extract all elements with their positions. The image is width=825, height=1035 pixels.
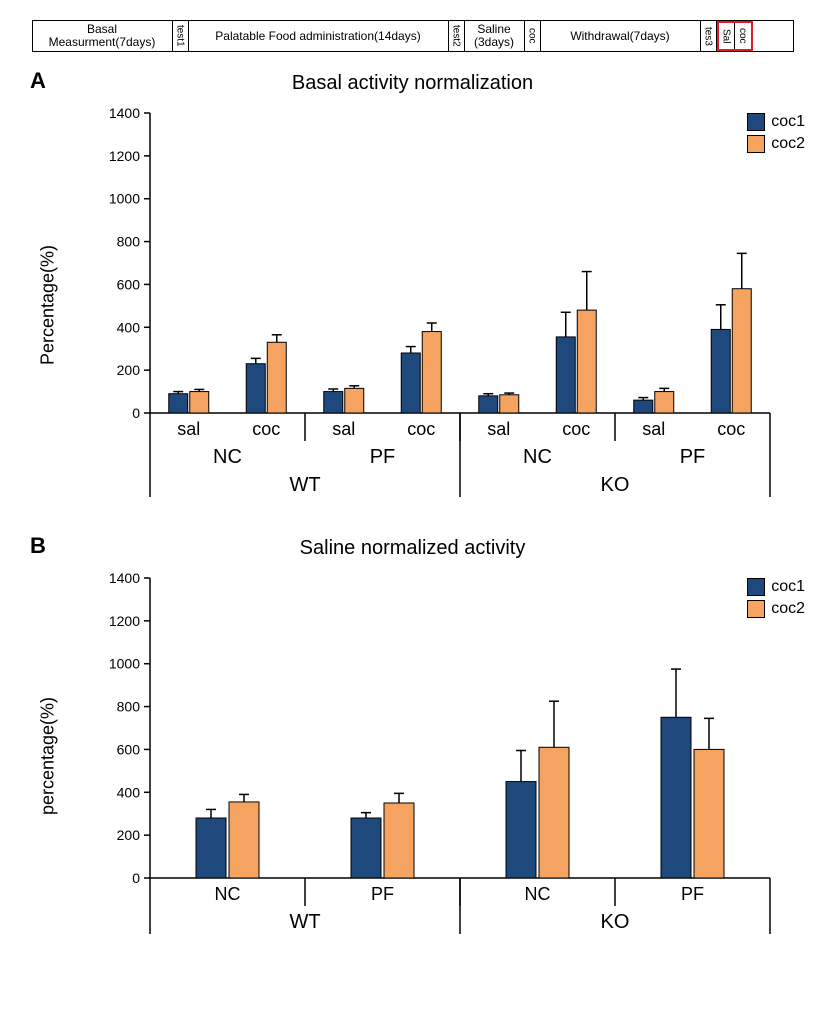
svg-text:KO: KO: [601, 911, 630, 933]
svg-text:coc: coc: [407, 419, 435, 439]
timeline-cell: tes3: [701, 21, 717, 51]
svg-text:800: 800: [117, 699, 141, 715]
svg-text:PF: PF: [370, 446, 396, 468]
svg-text:sal: sal: [487, 419, 510, 439]
legend-swatch: [747, 113, 765, 131]
svg-text:WT: WT: [289, 474, 320, 496]
chart-a-wrap: coc1coc2 Percentage(%) 02004006008001000…: [100, 103, 795, 507]
panel-b-label: B: [30, 533, 46, 559]
legend-row: coc1: [747, 113, 805, 131]
svg-text:KO: KO: [601, 474, 630, 496]
timeline-highlight: Salcoc: [717, 21, 753, 51]
svg-text:1000: 1000: [109, 656, 140, 672]
legend-swatch: [747, 578, 765, 596]
chart-a-svg: 0 200 400 600 800 1000 1200 1400 sal coc sal coc sal…: [100, 103, 790, 507]
timeline-cell: Palatable Food administration(14days): [189, 21, 449, 51]
svg-text:NC: NC: [523, 446, 552, 468]
svg-text:600: 600: [117, 277, 141, 293]
svg-text:NC: NC: [525, 884, 551, 904]
chart-b-svg: 0 200 400 600 800 1000 1200 1400 NC PF NC PF WT KO: [100, 568, 790, 944]
svg-text:WT: WT: [289, 911, 320, 933]
legend-a: coc1 coc2: [747, 113, 805, 157]
legend-b: coc1 coc2: [747, 578, 805, 622]
legend-label: coc1: [771, 578, 805, 596]
svg-text:400: 400: [117, 320, 141, 336]
svg-text:sal: sal: [332, 419, 355, 439]
chart-b-ylabel: percentage(%): [38, 697, 59, 815]
svg-text:NC: NC: [213, 446, 242, 468]
timeline-cell: Saline (3days): [465, 21, 525, 51]
panel-a-label: A: [30, 68, 46, 94]
chart-a-title: Basal activity normalization: [30, 72, 795, 95]
svg-text:coc: coc: [717, 419, 745, 439]
svg-text:200: 200: [117, 363, 141, 379]
svg-text:coc: coc: [562, 419, 590, 439]
svg-text:sal: sal: [177, 419, 200, 439]
chart-a-ylabel: Percentage(%): [38, 245, 59, 365]
legend-swatch: [747, 135, 765, 153]
timeline-cell: Withdrawal(7days): [541, 21, 701, 51]
legend-label: coc1: [771, 113, 805, 131]
legend-row: coc2: [747, 135, 805, 153]
svg-text:1000: 1000: [109, 191, 140, 207]
timeline-cell: test2: [449, 21, 465, 51]
chart-b-wrap: coc1coc2 percentage(%) 02004006008001000…: [100, 568, 795, 944]
timeline-cell: coc: [525, 21, 541, 51]
svg-text:1400: 1400: [109, 570, 140, 586]
timeline-cell: coc: [735, 23, 751, 49]
svg-text:0: 0: [132, 870, 140, 886]
legend-label: coc2: [771, 135, 805, 153]
svg-text:1200: 1200: [109, 613, 140, 629]
svg-text:NC: NC: [215, 884, 241, 904]
timeline-cell: Basal Measurment(7days): [33, 21, 173, 51]
legend-row: coc1: [747, 578, 805, 596]
legend-label: coc2: [771, 600, 805, 618]
svg-text:1400: 1400: [109, 105, 140, 121]
svg-text:PF: PF: [680, 446, 706, 468]
panel-a: A Basal activity normalization coc1coc2 …: [30, 72, 795, 507]
svg-text:400: 400: [117, 785, 141, 801]
svg-text:sal: sal: [642, 419, 665, 439]
chart-b-title: Saline normalized activity: [30, 537, 795, 560]
panel-b: B Saline normalized activity coc1coc2 pe…: [30, 537, 795, 944]
legend-swatch: [747, 600, 765, 618]
svg-text:600: 600: [117, 742, 141, 758]
svg-text:1200: 1200: [109, 148, 140, 164]
svg-text:PF: PF: [371, 884, 394, 904]
svg-text:800: 800: [117, 234, 141, 250]
timeline-cell: test1: [173, 21, 189, 51]
svg-text:PF: PF: [681, 884, 704, 904]
svg-text:coc: coc: [252, 419, 280, 439]
timeline-cell: Sal: [719, 23, 735, 49]
svg-text:200: 200: [117, 828, 141, 844]
svg-text:0: 0: [132, 405, 140, 421]
legend-row: coc2: [747, 600, 805, 618]
timeline-strip: Basal Measurment(7days)test1Palatable Fo…: [32, 20, 794, 52]
